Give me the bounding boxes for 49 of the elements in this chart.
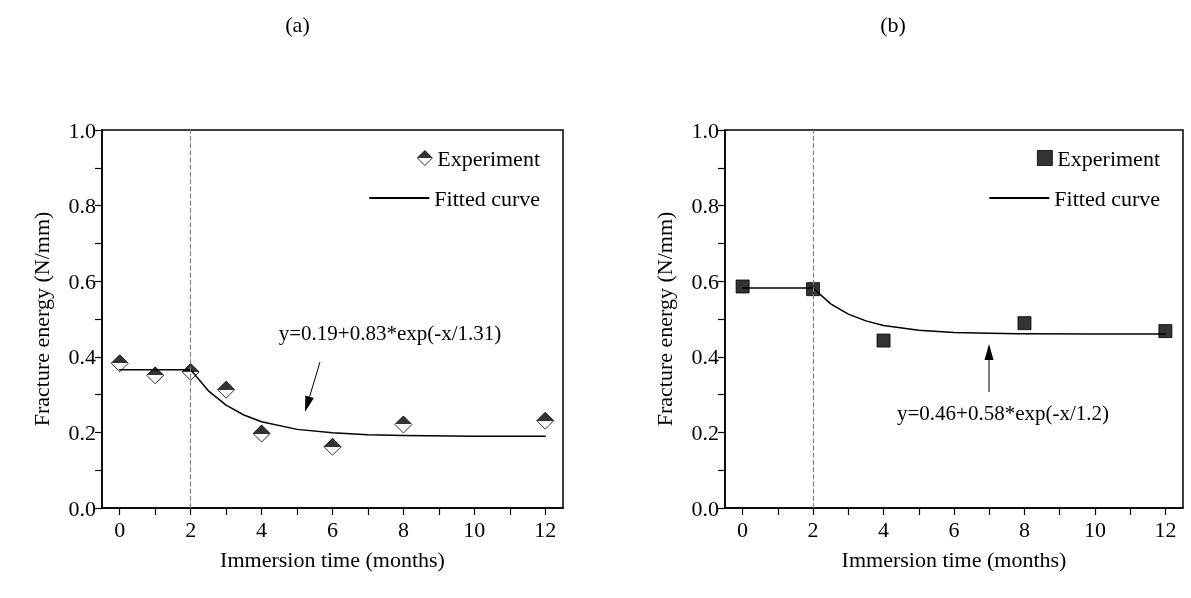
y-tick-label: 0.8 [691, 193, 719, 219]
point [1017, 316, 1032, 331]
y-tick-label: 0.4 [691, 344, 719, 370]
point [735, 279, 750, 294]
legend-label: Experiment [1057, 145, 1161, 171]
y-tick-label: 0.2 [691, 419, 719, 445]
x-tick-label: 4 [256, 516, 268, 542]
point [394, 415, 413, 434]
point [876, 333, 891, 348]
point [217, 380, 236, 399]
x-axis-title: Immersion time (months) [841, 546, 1067, 572]
legend-label: Fitted curve [434, 185, 541, 211]
y-tick-label: 0.0 [68, 495, 96, 521]
x-axis-title: Immersion time (months) [220, 546, 445, 572]
x-tick-label: 2 [807, 516, 819, 542]
x-tick-label: 8 [1018, 516, 1030, 542]
x-tick-label: 10 [463, 516, 486, 542]
y-tick-label: 0.6 [68, 268, 96, 294]
point [252, 424, 271, 443]
y-axis-title: Fracture energy (N/mm) [28, 211, 54, 427]
point [146, 366, 165, 385]
y-tick-label: 0.6 [691, 268, 719, 294]
x-tick-label: 0 [114, 516, 126, 542]
x-tick-label: 4 [878, 516, 890, 542]
chart-title: (b) [880, 11, 906, 37]
y-axis-title: Fracture energy (N/mm) [651, 211, 677, 427]
x-tick-label: 6 [327, 516, 338, 542]
x-tick-label: 12 [534, 516, 557, 542]
point [536, 411, 555, 430]
x-tick-label: 0 [737, 516, 749, 542]
annotation: y=0.19+0.83*exp(-x/1.31) [278, 321, 502, 345]
x-tick-label: 2 [185, 516, 197, 542]
legend-label: Experiment [437, 145, 541, 171]
x-tick-label: 12 [1154, 516, 1177, 542]
y-tick-label: 0.4 [68, 344, 96, 370]
x-tick-label: 10 [1083, 516, 1106, 542]
chart-title: (a) [285, 11, 310, 37]
y-tick-label: 1.0 [68, 117, 96, 143]
point [110, 354, 129, 373]
y-tick-label: 0.8 [68, 193, 96, 219]
y-tick-label: 0.0 [691, 495, 719, 521]
x-tick-label: 6 [948, 516, 960, 542]
point [323, 437, 342, 456]
y-tick-label: 1.0 [691, 117, 719, 143]
x-tick-label: 8 [397, 516, 409, 542]
annotation: y=0.46+0.58*exp(-x/1.2) [896, 401, 1110, 425]
y-tick-label: 0.2 [68, 419, 96, 445]
point [1158, 324, 1173, 339]
legend-label: Fitted curve [1054, 185, 1161, 211]
